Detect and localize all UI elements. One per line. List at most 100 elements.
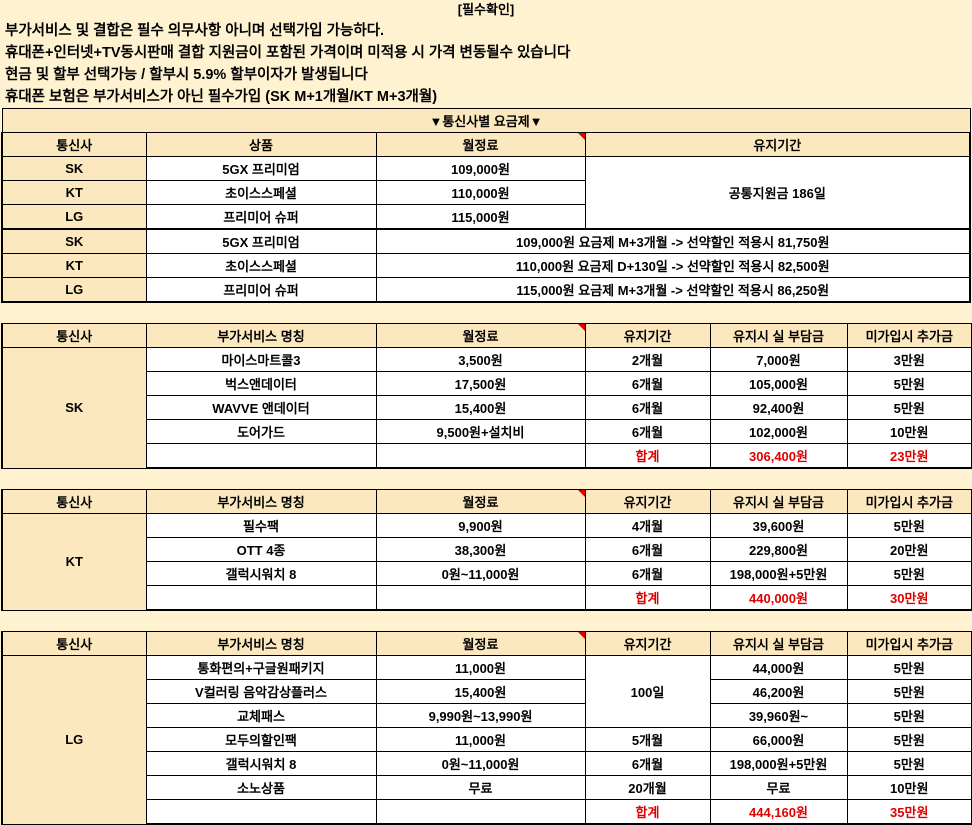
cell-service-name: OTT 4종 xyxy=(145,537,377,562)
cell-actual-cost: 66,000원 xyxy=(709,727,848,752)
cell-product: 초이스스페셜 xyxy=(145,180,377,205)
cell-service-name: 통화편의+구글원패키지 xyxy=(145,655,377,680)
cell-penalty: 5만원 xyxy=(846,679,972,704)
cell-actual-cost: 92,400원 xyxy=(709,395,848,420)
cell-total-penalty: 23만원 xyxy=(846,443,972,469)
table-row: WAVVE 앤데이터 15,400원 6개월 92,400원 5만원 xyxy=(2,395,972,420)
note-line-3: 현금 및 할부 선택가능 / 할부시 5.9% 할부이자가 발생됩니다 xyxy=(5,67,368,83)
cell-penalty: 5만원 xyxy=(846,655,972,680)
cell-product: 초이스스페셜 xyxy=(145,253,377,278)
lg-service-table: 통신사 부가서비스 명칭 월정료 유지기간 유지시 실 부담금 미가입시 추가금… xyxy=(1,631,972,825)
plan-table-wrap: ▼통신사별 요금제▼ 통신사 상품 월정료 유지기간 SK 5GX 프리미엄 1… xyxy=(0,108,972,303)
cell-penalty: 10만원 xyxy=(846,419,972,444)
col-header-monthly-fee-label: 월정료 xyxy=(462,495,499,510)
cell-total-penalty: 35만원 xyxy=(846,799,972,825)
col-header-carrier: 통신사 xyxy=(1,132,147,157)
cell-carrier: SK xyxy=(1,156,147,181)
cell-penalty: 3만원 xyxy=(846,347,972,372)
cell-service-name: 도어가드 xyxy=(145,419,377,444)
cell-total-label: 합계 xyxy=(584,585,711,611)
table-row: 소노상품 무료 20개월 무료 10만원 xyxy=(2,775,972,800)
sk-table-header-row: 통신사 부가서비스 명칭 월정료 유지기간 유지시 실 부담금 미가입시 추가금 xyxy=(1,323,972,348)
col-header-service-name: 부가서비스 명칭 xyxy=(145,631,377,656)
col-header-service-name: 부가서비스 명칭 xyxy=(145,489,377,514)
cell-product: 5GX 프리미엄 xyxy=(145,228,377,254)
cell-service-name: 모두의할인팩 xyxy=(145,727,377,752)
col-header-period: 유지기간 xyxy=(584,132,972,157)
plan-table-banner-row: ▼통신사별 요금제▼ xyxy=(1,108,971,133)
cell-service-name: 갤럭시워치 8 xyxy=(145,751,377,776)
table-row: SK 5GX 프리미엄 109,000원 공통지원금 186일 xyxy=(1,156,972,230)
cell-penalty: 10만원 xyxy=(846,775,972,800)
cell-period: 6개월 xyxy=(584,537,711,562)
col-header-monthly-fee-label: 월정료 xyxy=(462,329,499,344)
cell-monthly-fee: 15,400원 xyxy=(375,679,586,704)
kt-table-header-row: 통신사 부가서비스 명칭 월정료 유지기간 유지시 실 부담금 미가입시 추가금 xyxy=(1,489,972,514)
total-row: 합계 444,160원 35만원 xyxy=(2,799,972,825)
cell-period: 4개월 xyxy=(584,513,711,538)
cell-monthly-fee xyxy=(375,585,586,611)
col-header-actual-cost: 유지시 실 부담금 xyxy=(709,323,848,348)
cell-monthly-fee xyxy=(375,443,586,469)
cell-period: 6개월 xyxy=(584,561,711,586)
cell-monthly-fee: 115,000원 xyxy=(375,204,586,230)
cell-monthly-fee: 0원~11,000원 xyxy=(375,561,586,586)
table-row: 갤럭시워치 8 0원~11,000원 6개월 198,000원+5만원 5만원 xyxy=(2,751,972,776)
col-header-monthly-fee: 월정료 xyxy=(375,132,586,157)
col-header-carrier: 통신사 xyxy=(1,489,147,514)
cell-monthly-fee: 9,500원+설치비 xyxy=(375,419,586,444)
cell-carrier: SK xyxy=(1,228,147,254)
cell-service-name: 벅스앤데이터 xyxy=(145,371,377,396)
table-row: 모두의할인팩 11,000원 5개월 66,000원 5만원 xyxy=(2,727,972,752)
cell-carrier: LG xyxy=(1,277,147,303)
note-line-1: 부가서비스 및 결합은 필수 의무사항 아니며 선택가입 가능하다. xyxy=(5,23,385,39)
table-row: 벅스앤데이터 17,500원 6개월 105,000원 5만원 xyxy=(2,371,972,396)
col-header-monthly-fee-label: 월정료 xyxy=(462,637,499,652)
cell-period: 6개월 xyxy=(584,371,711,396)
col-header-product: 상품 xyxy=(145,132,377,157)
cell-carrier: KT xyxy=(1,180,147,205)
cell-total-label: 합계 xyxy=(584,799,711,825)
kt-service-table: 통신사 부가서비스 명칭 월정료 유지기간 유지시 실 부담금 미가입시 추가금… xyxy=(1,489,972,611)
table-row: 교체패스 9,990원~13,990원 39,960원~ 5만원 xyxy=(2,703,972,728)
cell-monthly-fee: 17,500원 xyxy=(375,371,586,396)
cell-monthly-fee: 11,000원 xyxy=(375,727,586,752)
cell-monthly-fee xyxy=(375,799,586,825)
cell-total-actual-cost: 440,000원 xyxy=(709,585,848,611)
cell-service-name xyxy=(145,585,377,611)
cell-monthly-fee: 109,000원 xyxy=(375,156,586,181)
cell-penalty: 5만원 xyxy=(846,513,972,538)
cell-period: 6개월 xyxy=(584,751,711,776)
cell-monthly-fee: 110,000원 xyxy=(375,180,586,205)
cell-product: 프리미어 슈퍼 xyxy=(145,204,377,230)
col-header-period: 유지기간 xyxy=(584,631,711,656)
table-gap xyxy=(0,611,972,631)
col-header-monthly-fee: 월정료 xyxy=(375,323,586,348)
cell-monthly-fee: 15,400원 xyxy=(375,395,586,420)
cell-service-name: 교체패스 xyxy=(145,703,377,728)
cell-total-penalty: 30만원 xyxy=(846,585,972,611)
cell-carrier: LG xyxy=(1,204,147,230)
cell-actual-cost: 229,800원 xyxy=(709,537,848,562)
table-row: KT 필수팩 9,900원 4개월 39,600원 5만원 xyxy=(1,513,972,611)
cell-monthly-fee: 38,300원 xyxy=(375,537,586,562)
table-row: KT 초이스스페셜 110,000원 요금제 D+130일 -> 선약할인 적용… xyxy=(1,253,972,278)
table-row: LG 프리미어 슈퍼 115,000원 xyxy=(1,204,970,230)
cell-product: 프리미어 슈퍼 xyxy=(145,277,377,303)
cell-penalty: 5만원 xyxy=(846,751,972,776)
cell-carrier: LG xyxy=(1,655,147,825)
table-row: LG 통화편의+구글원패키지 11,000원 100일 44,000원 5만원 xyxy=(1,655,972,825)
table-row: 갤럭시워치 8 0원~11,000원 6개월 198,000원+5만원 5만원 xyxy=(2,561,972,586)
cell-service-name xyxy=(145,443,377,469)
cell-period: 6개월 xyxy=(584,395,711,420)
notes-block: [필수확인] 부가서비스 및 결합은 필수 의무사항 아니며 선택가입 가능하다… xyxy=(0,0,972,108)
cell-period-merged: 공통지원금 186일 xyxy=(584,156,972,230)
cell-total-actual-cost: 444,160원 xyxy=(709,799,848,825)
cell-actual-cost: 7,000원 xyxy=(709,347,848,372)
cell-penalty: 5만원 xyxy=(846,395,972,420)
cell-actual-cost: 198,000원+5만원 xyxy=(709,751,848,776)
total-row: 합계 440,000원 30만원 xyxy=(2,585,972,611)
sk-service-table: 통신사 부가서비스 명칭 월정료 유지기간 유지시 실 부담금 미가입시 추가금… xyxy=(1,323,972,469)
cell-discount-detail: 109,000원 요금제 M+3개월 -> 선약할인 적용시 81,750원 xyxy=(375,228,972,254)
table-gap xyxy=(0,469,972,489)
